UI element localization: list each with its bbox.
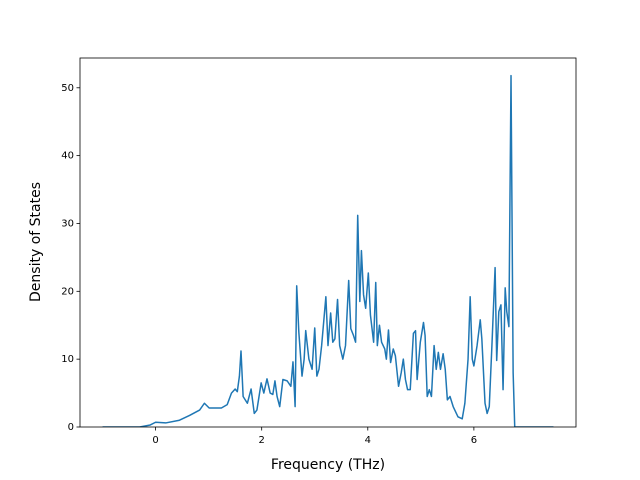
y-axis-label: Density of States: [28, 182, 44, 302]
x-tick-label: 4: [365, 435, 371, 446]
y-tick-label: 10: [61, 354, 74, 365]
y-tick-label: 20: [61, 286, 74, 297]
y-tick-label: 0: [68, 422, 74, 433]
x-tick-label: 6: [471, 435, 477, 446]
line: [102, 74, 554, 427]
x-axis-label: Frequency (THz): [271, 457, 385, 473]
y-tick-label: 40: [61, 151, 74, 162]
y-tick-label: 30: [61, 218, 74, 229]
axes-frame: [79, 57, 577, 428]
x-tick-label: 2: [259, 435, 265, 446]
x-tick-label: 0: [152, 435, 158, 446]
y-tick-label: 50: [61, 83, 74, 94]
